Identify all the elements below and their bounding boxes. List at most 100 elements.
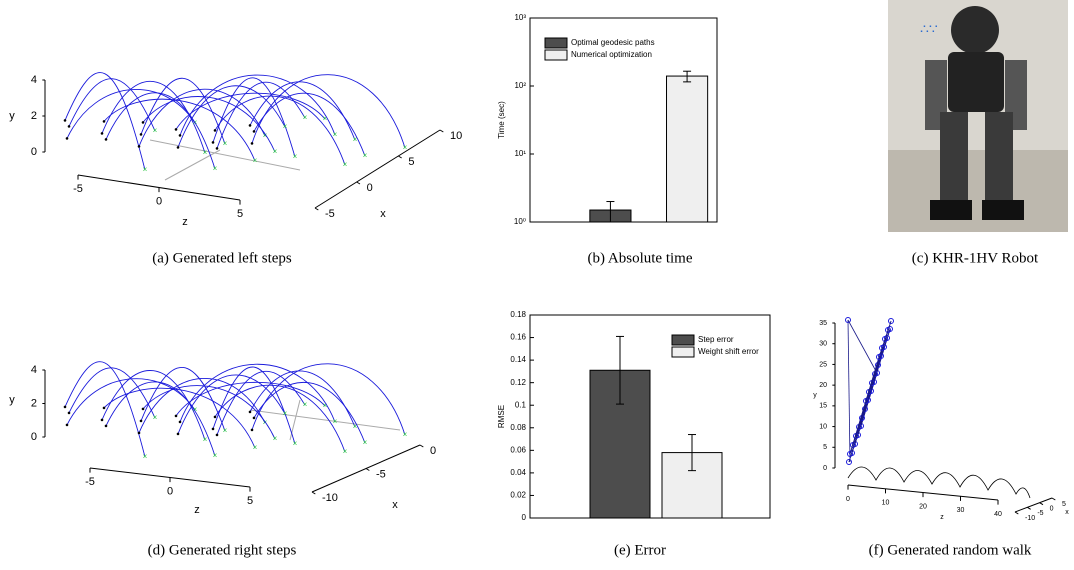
start-dot [252,416,256,420]
start-dot [250,142,254,145]
end-mark: × [253,156,258,165]
start-dot [139,419,143,423]
walk-node [882,336,888,342]
walk-node [863,398,869,404]
trajectory [142,96,276,153]
x-axis-label: x [392,499,398,511]
end-mark: × [343,160,348,169]
walk-node [847,451,853,457]
floor-line [164,149,221,181]
end-mark: × [333,130,338,139]
z-tick-label: 20 [919,503,927,510]
walk-segment [849,356,880,455]
end-mark: × [283,409,288,418]
trajectory [66,378,196,426]
walk-node [876,354,882,360]
start-dot [67,411,71,415]
end-mark: × [353,135,358,144]
end-mark: × [193,405,198,414]
x-tick-label: -10 [1025,515,1035,522]
x-tick-label: -10 [322,492,338,504]
y-tick-label: 10² [514,81,526,90]
trajectory [216,370,306,436]
y-tick-label: 20 [819,382,827,389]
legend-label: Numerical optimization [571,50,652,59]
end-mark: × [333,417,338,426]
start-dot [100,418,104,422]
start-dot [63,119,67,122]
trajectory [212,77,296,158]
start-dot [215,433,219,437]
trajectory [179,363,336,423]
legend-swatch [544,37,568,49]
svg-text:∴∵: ∴∵ [920,21,938,37]
legend-swatch [671,346,695,358]
walk-node [850,442,856,448]
start-dot [213,415,217,419]
x-tick-label: 0 [430,445,436,457]
y-axis-label: y [9,110,15,122]
floor-line [149,139,301,171]
end-mark: × [323,401,328,410]
trajectory [101,80,206,154]
trajectory [216,81,306,149]
walk-segment [847,319,878,374]
y-tick-label: 0.12 [510,378,526,387]
y-tick-label: 0 [823,465,827,472]
end-mark: × [153,413,158,422]
y-tick-label: 10⁰ [514,217,526,226]
trajectory [140,367,226,432]
trajectory [177,85,286,148]
start-dot [104,138,108,141]
trajectory [253,382,366,444]
x-tick-label: -5 [1037,510,1043,517]
end-mark: × [143,452,148,461]
legend-swatch [671,334,695,346]
z-tick-label: 10 [882,500,890,507]
y-tick-label: 0.18 [510,310,526,319]
caption: (b) Absolute time [588,250,693,266]
end-mark: × [143,165,148,174]
start-dot [65,137,69,140]
trajectory [214,384,346,453]
bar [666,75,709,223]
start-dot [104,424,108,428]
x-tick-label: 0 [367,182,373,194]
trajectory [179,74,336,136]
x-tick [314,207,319,211]
end-mark: × [213,164,218,173]
z-axis-label: z [194,504,200,516]
y-tick-label: 10¹ [514,149,526,158]
floor-line [249,409,401,431]
end-mark: × [363,151,368,160]
trajectory [103,387,256,449]
caption: (c) KHR-1HV Robot [912,250,1039,266]
y-tick-label: 0 [522,513,527,522]
y-tick-label: 0 [31,431,37,443]
trajectory [103,98,256,162]
trajectory [177,374,286,435]
x-tick [311,491,316,495]
x-tick [1027,506,1031,510]
trajectory [105,381,216,457]
caption: (e) Error [614,542,666,558]
trajectory [64,361,146,458]
trajectory [251,74,406,149]
x-tick-label: 5 [408,156,414,168]
z-tick-label: 5 [237,208,243,220]
y-tick-label: 35 [819,320,827,327]
start-dot [102,120,106,123]
end-mark: × [323,114,328,123]
trajectory [214,95,346,166]
x-tick [1014,511,1019,515]
end-mark: × [293,152,298,161]
z-tick-label: -5 [85,476,95,488]
start-dot [65,423,69,427]
y-tick-label: 0.14 [510,355,526,364]
end-mark: × [223,426,228,435]
trajectory [253,92,366,157]
y-tick-label: 0 [31,146,37,158]
x-tick-label: 0 [1050,506,1054,513]
trajectory [105,92,216,170]
